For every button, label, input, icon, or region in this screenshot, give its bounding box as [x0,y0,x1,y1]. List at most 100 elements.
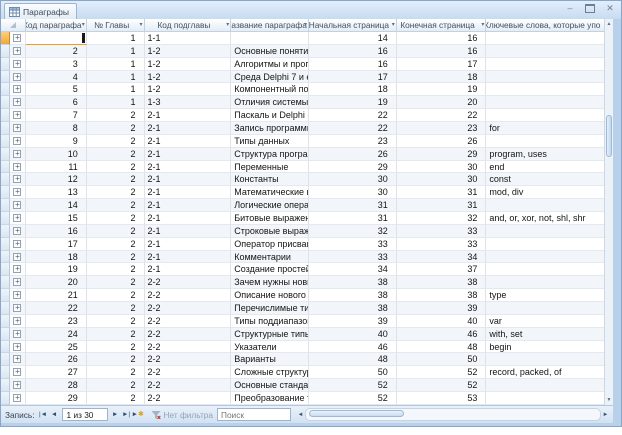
row-selector[interactable] [1,314,10,328]
cell-chapter[interactable]: 2 [86,212,145,225]
cell-subchapter[interactable]: 1-2 [144,70,232,84]
cell-start_page[interactable]: 38 [308,302,397,315]
scroll-down-icon[interactable]: ▼ [606,397,612,403]
cell-title[interactable]: Описание нового тип [231,289,309,303]
cell-code[interactable] [25,32,87,45]
cell-code[interactable]: 11 [25,160,87,174]
cell-start_page[interactable]: 34 [308,263,397,277]
scroll-left-icon[interactable]: ◄ [297,411,304,418]
cell-subchapter[interactable]: 2-1 [144,134,232,148]
scroll-right-icon[interactable]: ► [602,411,609,418]
cell-code[interactable]: 23 [25,314,87,328]
cell-title[interactable]: Алгоритмы и програ [231,57,309,71]
previous-record-button[interactable]: ◄ [50,411,58,418]
column-header-code[interactable]: Код параграфа ▾ [25,19,87,32]
cell-keywords[interactable] [486,96,605,110]
cell-end_page[interactable]: 40 [396,314,487,328]
cell-chapter[interactable]: 1 [86,70,145,84]
cell-subchapter[interactable]: 2-1 [144,212,232,225]
cell-subchapter[interactable]: 2-1 [144,109,232,123]
row-selector[interactable] [1,109,10,123]
cell-subchapter[interactable]: 2-1 [144,122,232,135]
cell-code[interactable]: 27 [25,366,87,380]
column-dropdown-icon[interactable]: ▾ [391,22,395,28]
row-selector[interactable] [1,83,10,97]
cell-chapter[interactable]: 2 [86,147,145,161]
cell-end_page[interactable]: 48 [396,340,487,354]
cell-start_page[interactable]: 33 [308,250,397,264]
column-dropdown-icon[interactable]: ▾ [481,22,485,28]
cell-end_page[interactable]: 46 [396,327,487,341]
cell-code[interactable]: 12 [25,173,87,187]
cell-keywords[interactable]: for [486,122,605,135]
row-selector[interactable] [1,392,10,405]
cell-subchapter[interactable]: 2-1 [144,173,232,187]
cell-end_page[interactable]: 31 [396,186,487,200]
row-selector[interactable] [1,366,10,380]
cell-subchapter[interactable]: 2-1 [144,199,232,213]
cell-end_page[interactable]: 38 [396,276,487,290]
cell-start_page[interactable]: 18 [308,83,397,97]
cell-chapter[interactable]: 2 [86,379,145,393]
expand-row-icon[interactable]: + [13,212,22,222]
expand-row-icon[interactable]: + [13,341,22,351]
cell-end_page[interactable]: 53 [396,392,487,405]
cell-title[interactable]: Создание простейш [231,263,309,277]
vertical-scroll-thumb[interactable] [605,115,612,157]
row-selector[interactable] [1,70,10,84]
row-selector[interactable] [1,44,10,58]
cell-code[interactable]: 22 [25,302,87,315]
cell-start_page[interactable]: 29 [308,160,397,174]
close-icon[interactable]: ✕ [606,3,614,13]
cell-subchapter[interactable]: 2-2 [144,302,232,315]
cell-title[interactable]: Комментарии [231,250,309,264]
cell-title[interactable]: Типы поддиапазонов [231,314,309,328]
expand-row-icon[interactable]: + [13,148,22,158]
cell-chapter[interactable]: 2 [86,173,145,187]
row-selector[interactable] [1,212,10,225]
cell-chapter[interactable]: 2 [86,109,145,123]
cell-chapter[interactable]: 2 [86,186,145,200]
cell-title[interactable]: Паскаль и Delphi (Ob [231,109,309,123]
cell-code[interactable]: 16 [25,224,87,238]
cell-end_page[interactable]: 20 [396,96,487,110]
cell-chapter[interactable]: 2 [86,314,145,328]
cell-start_page[interactable]: 39 [308,314,397,328]
cell-keywords[interactable]: mod, div [486,186,605,200]
cell-code[interactable]: 3 [25,57,87,71]
row-selector[interactable] [1,122,10,135]
cell-subchapter[interactable]: 2-2 [144,353,232,367]
cell-start_page[interactable]: 38 [308,276,397,290]
cell-subchapter[interactable]: 2-1 [144,263,232,277]
cell-chapter[interactable]: 2 [86,122,145,135]
cell-title[interactable]: Основные понятия и [231,44,309,58]
cell-code[interactable]: 4 [25,70,87,84]
cell-end_page[interactable]: 29 [396,147,487,161]
cell-keywords[interactable]: and, or, xor, not, shl, shr [486,212,605,225]
cell-keywords[interactable]: with, set [486,327,605,341]
cell-start_page[interactable]: 22 [308,122,397,135]
minimize-icon[interactable]: – [567,3,573,13]
cell-subchapter[interactable]: 2-2 [144,276,232,290]
column-header-keywords[interactable]: Ключевые слова, которые упо [486,19,606,32]
cell-title[interactable]: Варианты [231,353,309,367]
cell-start_page[interactable]: 14 [308,32,397,45]
expand-row-icon[interactable]: + [13,264,22,274]
row-selector[interactable] [1,302,10,315]
cell-keywords[interactable]: record, packed, of [486,366,605,380]
cell-end_page[interactable]: 23 [396,122,487,135]
cell-keywords[interactable] [486,70,605,84]
cell-start_page[interactable]: 17 [308,70,397,84]
cell-chapter[interactable]: 2 [86,160,145,174]
cell-start_page[interactable]: 16 [308,57,397,71]
cell-start_page[interactable]: 31 [308,199,397,213]
cell-keywords[interactable] [486,250,605,264]
column-header-start_page[interactable]: Начальная страница ▾ [309,19,397,32]
cell-code[interactable]: 20 [25,276,87,290]
cell-subchapter[interactable]: 2-2 [144,340,232,354]
cell-subchapter[interactable]: 1-3 [144,96,232,110]
cell-end_page[interactable]: 37 [396,263,487,277]
cell-start_page[interactable]: 19 [308,96,397,110]
cell-title[interactable]: Структура программ [231,147,309,161]
cell-end_page[interactable]: 31 [396,199,487,213]
